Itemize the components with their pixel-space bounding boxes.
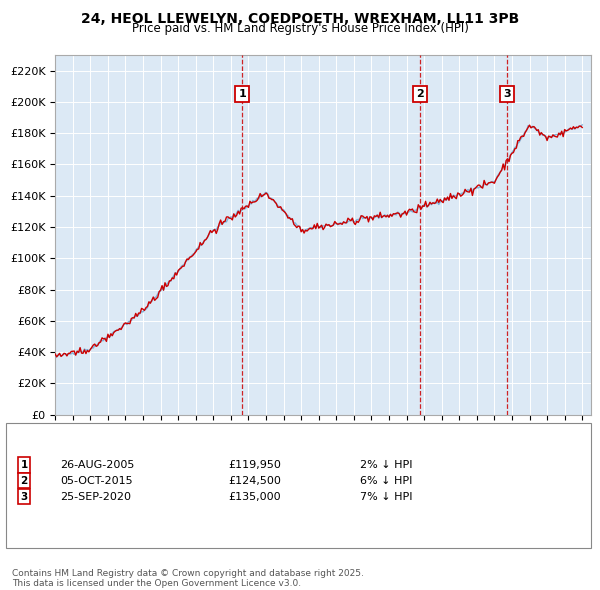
Text: 24, HEOL LLEWELYN, COEDPOETH, WREXHAM, LL11 3PB (semi-detached house): 24, HEOL LLEWELYN, COEDPOETH, WREXHAM, L… bbox=[57, 427, 473, 437]
Text: £124,500: £124,500 bbox=[228, 476, 281, 486]
Text: 05-OCT-2015: 05-OCT-2015 bbox=[60, 476, 133, 486]
Text: 1: 1 bbox=[238, 89, 246, 99]
Text: £119,950: £119,950 bbox=[228, 460, 281, 470]
Text: 1: 1 bbox=[20, 460, 28, 470]
Text: 3: 3 bbox=[20, 492, 28, 502]
Text: HPI: Average price, semi-detached house, Wrexham: HPI: Average price, semi-detached house,… bbox=[57, 440, 328, 449]
Text: 2: 2 bbox=[416, 89, 424, 99]
Text: 3: 3 bbox=[503, 89, 511, 99]
Text: Price paid vs. HM Land Registry's House Price Index (HPI): Price paid vs. HM Land Registry's House … bbox=[131, 22, 469, 35]
Text: 25-SEP-2020: 25-SEP-2020 bbox=[60, 492, 131, 502]
Text: £135,000: £135,000 bbox=[228, 492, 281, 502]
Text: Contains HM Land Registry data © Crown copyright and database right 2025.
This d: Contains HM Land Registry data © Crown c… bbox=[12, 569, 364, 588]
Text: 26-AUG-2005: 26-AUG-2005 bbox=[60, 460, 134, 470]
Text: 2% ↓ HPI: 2% ↓ HPI bbox=[360, 460, 413, 470]
Text: 24, HEOL LLEWELYN, COEDPOETH, WREXHAM, LL11 3PB: 24, HEOL LLEWELYN, COEDPOETH, WREXHAM, L… bbox=[81, 12, 519, 26]
Text: 6% ↓ HPI: 6% ↓ HPI bbox=[360, 476, 412, 486]
Text: 7% ↓ HPI: 7% ↓ HPI bbox=[360, 492, 413, 502]
Text: 2: 2 bbox=[20, 476, 28, 486]
